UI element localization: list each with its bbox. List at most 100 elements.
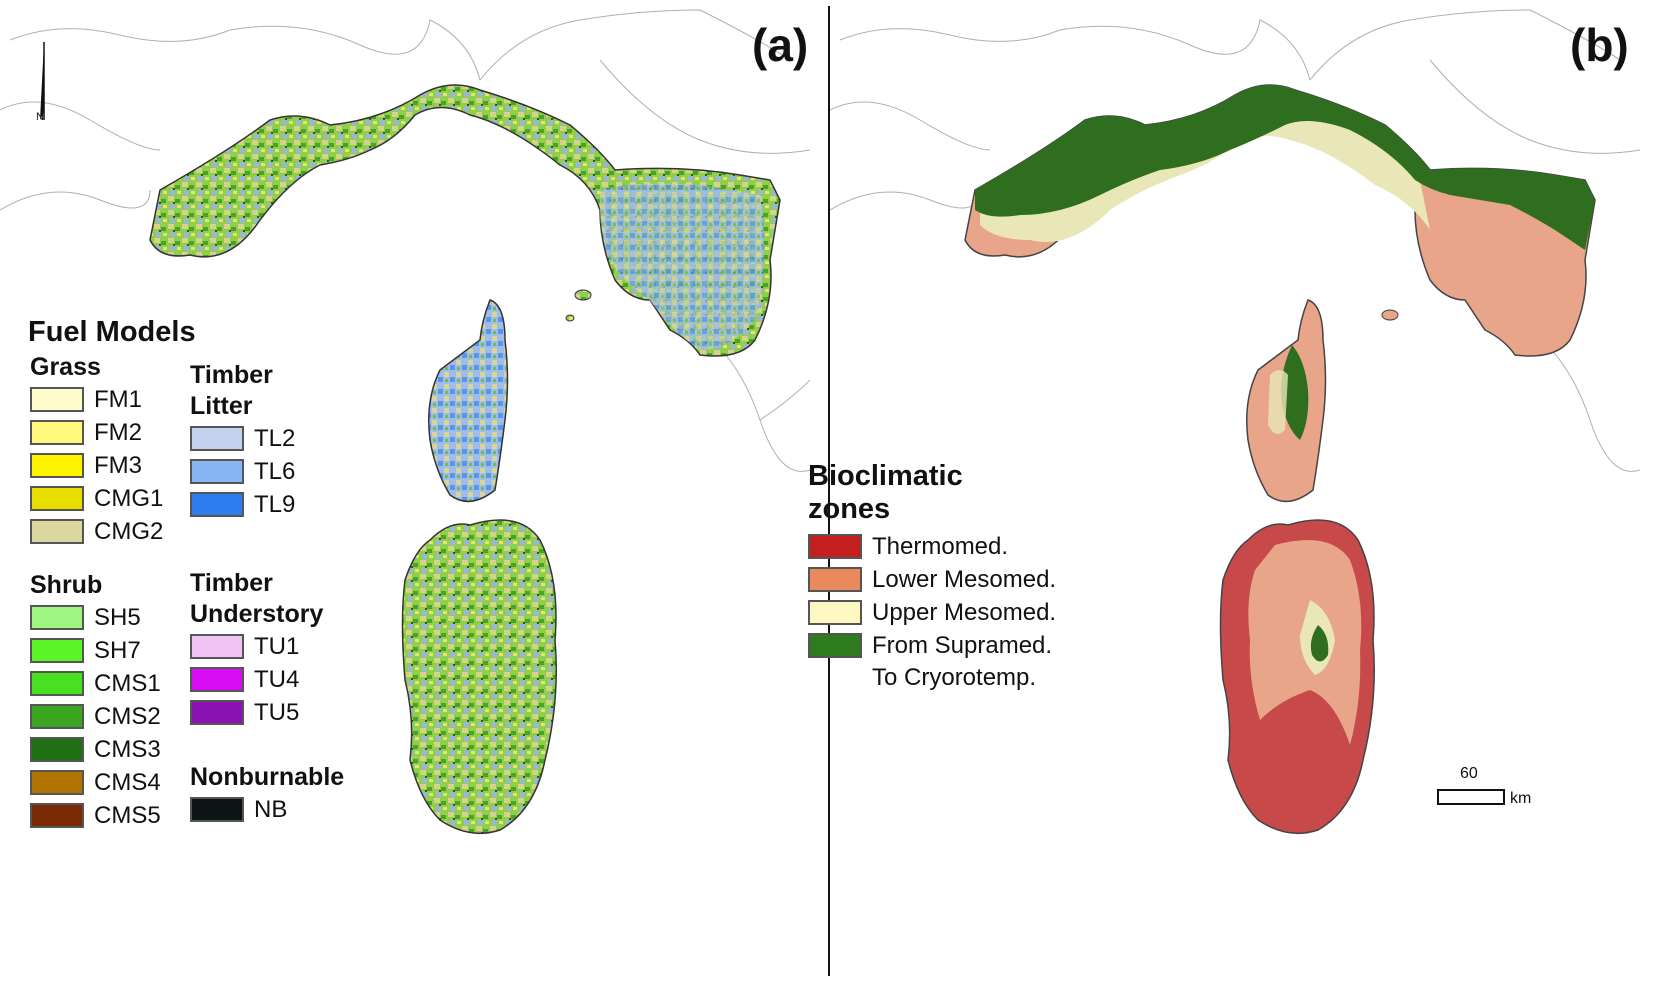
group-title-nonburnable: Nonburnable — [190, 763, 345, 791]
group-title-timber-understory-1: Timber — [190, 569, 273, 597]
legend-swatch — [190, 797, 244, 822]
legend-label: TL6 — [254, 457, 296, 485]
legend-item-tu1: TU1 — [190, 630, 323, 663]
legend-label: FM3 — [94, 451, 142, 479]
group-title-timber-litter-2: Litter — [190, 392, 253, 420]
group-title-timber-litter-1: Timber — [190, 361, 273, 389]
legend-label: CMG1 — [94, 484, 164, 512]
legend-item-cms5: CMS5 — [30, 799, 161, 832]
legend-label: CMG2 — [94, 517, 164, 545]
corsica-supramed — [1281, 345, 1309, 440]
legend-label: Lower Mesomed. — [872, 565, 1057, 593]
legend-label: FM1 — [94, 385, 142, 413]
legend-swatch — [30, 519, 84, 544]
legend-item-cms2: CMS2 — [30, 700, 161, 733]
fuel-models-map: N — [0, 9, 811, 835]
legend-label: Thermomed. — [872, 532, 1009, 560]
legend-label: TL2 — [254, 424, 296, 452]
legend-group-shrub: Shrub SH5 SH7 CMS1 CMS2 CMS3 CMS4 CMS5 — [30, 570, 161, 832]
legend-label: CMS1 — [94, 669, 161, 697]
legend-item-tl6: TL6 — [190, 455, 295, 488]
panel-b-label: (b) — [1570, 19, 1629, 71]
north-letter: N — [36, 111, 44, 123]
bio-legend-item-lower-mesomed: Lower Mesomed. — [808, 563, 1056, 596]
legend-continuation: To Cryorotemp. — [872, 664, 1037, 691]
legend-swatch — [30, 420, 84, 445]
panel-divider — [828, 6, 830, 976]
bioclimatic-legend: Bioclimatic zones Thermomed. Lower Mesome… — [808, 460, 1056, 694]
group-title-grass: Grass — [30, 353, 101, 381]
legend-item-nb: NB — [190, 793, 344, 826]
legend-group-timber-understory: Timber Understory TU1 TU4 TU5 — [190, 568, 323, 729]
legend-item-cmg1: CMG1 — [30, 482, 163, 515]
legend-swatch — [808, 600, 862, 625]
legend-swatch — [30, 770, 84, 795]
scale-bar-unit: km — [1510, 790, 1532, 807]
legend-swatch — [30, 803, 84, 828]
legend-label: CMS2 — [94, 702, 161, 730]
scale-bar-value: 60 — [1460, 765, 1478, 782]
legend-label: From Supramed. — [872, 631, 1053, 659]
legend-swatch — [190, 459, 244, 484]
legend-item-tl2: TL2 — [190, 422, 295, 455]
legend-item-fm3: FM3 — [30, 449, 163, 482]
panel-bioclimatic-zones: (b) Bioclimatic zones Thermomed. Lower Me… — [808, 0, 1654, 983]
legend-item-cms3: CMS3 — [30, 733, 161, 766]
legend-swatch — [30, 704, 84, 729]
corsica-upper-mesomed — [1268, 370, 1288, 434]
legend-swatch — [30, 737, 84, 762]
legend-item-fm1: FM1 — [30, 383, 163, 416]
legend-swatch — [190, 492, 244, 517]
scale-bar — [1437, 789, 1505, 805]
legend-group-grass: Grass FM1 FM2 FM3 CMG1 CMG2 — [30, 352, 163, 548]
legend-item-tl9: TL9 — [190, 488, 295, 521]
legend-item-tu4: TU4 — [190, 663, 323, 696]
tuscany-region — [599, 183, 764, 350]
legend-swatch — [808, 567, 862, 592]
legend-group-timber-litter: Timber Litter TL2 TL6 TL9 — [190, 360, 295, 521]
bioclimatic-map — [830, 9, 1641, 835]
legend-item-cms4: CMS4 — [30, 766, 161, 799]
legend-swatch — [190, 426, 244, 451]
legend-label: TU1 — [254, 632, 300, 660]
legend-item-cmg2: CMG2 — [30, 515, 163, 548]
legend-label: CMS3 — [94, 735, 161, 763]
legend-label: SH5 — [94, 603, 141, 631]
legend-label: TL9 — [254, 490, 296, 518]
legend-item-fm2: FM2 — [30, 416, 163, 449]
legend-label: NB — [254, 795, 288, 823]
legend-group-nonburnable: Nonburnable NB — [190, 762, 344, 826]
mainland-region — [149, 84, 781, 357]
legend-swatch — [30, 671, 84, 696]
legend-swatch — [30, 387, 84, 412]
legend-title: Fuel Models — [28, 316, 196, 348]
legend-label: SH7 — [94, 636, 141, 664]
legend-swatch — [808, 534, 862, 559]
north-arrow — [40, 42, 45, 120]
legend-label: TU5 — [254, 698, 300, 726]
legend-label: FM2 — [94, 418, 142, 446]
panel-fuel-models: N (a) Fuel Models Grass FM1 FM2 FM3 CMG1 CMG… — [0, 9, 811, 835]
sardinia-supramed — [1310, 625, 1329, 662]
group-title-timber-understory-2: Understory — [190, 600, 324, 628]
legend-label: CMS4 — [94, 768, 161, 796]
bioclimatic-title-line1: Bioclimatic — [808, 460, 963, 492]
legend-swatch — [30, 605, 84, 630]
bio-legend-item-upper-mesomed: Upper Mesomed. — [808, 596, 1056, 629]
legend-item-tu5: TU5 — [190, 696, 323, 729]
legend-item-cms1: CMS1 — [30, 667, 161, 700]
legend-swatch — [30, 638, 84, 663]
bioclimatic-title-line2: zones — [808, 493, 891, 525]
legend-label: CMS5 — [94, 801, 161, 829]
legend-swatch — [30, 453, 84, 478]
legend-label: Upper Mesomed. — [872, 598, 1057, 626]
legend-item-sh7: SH7 — [30, 634, 161, 667]
legend-swatch — [30, 486, 84, 511]
group-title-shrub: Shrub — [30, 571, 103, 599]
legend-swatch — [190, 700, 244, 725]
bio-legend-item-from-supramed: From Supramed. — [808, 629, 1056, 662]
bio-legend-item-thermomed: Thermomed. — [808, 530, 1056, 563]
legend-item-sh5: SH5 — [30, 601, 161, 634]
sardinia-island — [401, 519, 557, 835]
legend-label: TU4 — [254, 665, 300, 693]
